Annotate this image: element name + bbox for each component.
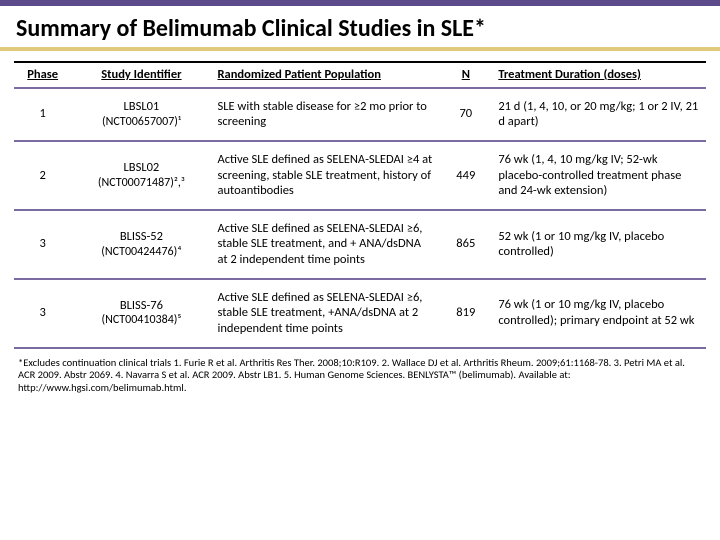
col-n: N [439,62,492,88]
cell-n: 449 [439,141,492,210]
cell-dur: 52 wk (1 or 10 mg/kg IV, placebo control… [492,210,706,279]
study-name: LBSL01 [77,99,205,115]
col-dur: Treatment Duration (doses) [492,62,706,88]
study-name: BLISS-76 [77,298,205,314]
table-row: 3 BLISS-76 (NCT00410384)⁵ Active SLE def… [14,279,706,348]
study-name: BLISS-52 [77,229,205,245]
cell-id: LBSL02 (NCT00071487)²,³ [71,141,211,210]
table-row: 1 LBSL01 (NCT00657007)¹ SLE with stable … [14,88,706,141]
footnote: *Excludes continuation clinical trials 1… [0,349,720,395]
cell-phase: 2 [14,141,71,210]
cell-pop: SLE with stable disease for ≥2 mo prior … [212,88,440,141]
study-nct: (NCT00410384)⁵ [77,313,205,328]
cell-n: 865 [439,210,492,279]
cell-pop: Active SLE defined as SELENA-SLEDAI ≥6, … [212,210,440,279]
title-underline [0,47,720,51]
studies-table: Phase Study Identifier Randomized Patien… [14,61,706,349]
cell-phase: 3 [14,210,71,279]
cell-phase: 3 [14,279,71,348]
cell-dur: 21 d (1, 4, 10, or 20 mg/kg; 1 or 2 IV, … [492,88,706,141]
cell-n: 819 [439,279,492,348]
study-nct: (NCT00657007)¹ [77,115,205,130]
table-row: 3 BLISS-52 (NCT00424476)⁴ Active SLE def… [14,210,706,279]
cell-dur: 76 wk (1 or 10 mg/kg IV, placebo control… [492,279,706,348]
cell-id: BLISS-76 (NCT00410384)⁵ [71,279,211,348]
cell-dur: 76 wk (1, 4, 10 mg/kg IV; 52-wk placebo-… [492,141,706,210]
page-title: Summary of Belimumab Clinical Studies in… [0,6,720,47]
table-header-row: Phase Study Identifier Randomized Patien… [14,62,706,88]
cell-phase: 1 [14,88,71,141]
study-name: LBSL02 [77,160,205,176]
study-nct: (NCT00424476)⁴ [77,245,205,260]
cell-n: 70 [439,88,492,141]
cell-id: LBSL01 (NCT00657007)¹ [71,88,211,141]
cell-pop: Active SLE defined as SELENA-SLEDAI ≥6, … [212,279,440,348]
col-id: Study Identifier [71,62,211,88]
col-pop: Randomized Patient Population [212,62,440,88]
study-nct: (NCT00071487)²,³ [77,176,205,191]
col-phase: Phase [14,62,71,88]
cell-id: BLISS-52 (NCT00424476)⁴ [71,210,211,279]
table-row: 2 LBSL02 (NCT00071487)²,³ Active SLE def… [14,141,706,210]
cell-pop: Active SLE defined as SELENA-SLEDAI ≥4 a… [212,141,440,210]
